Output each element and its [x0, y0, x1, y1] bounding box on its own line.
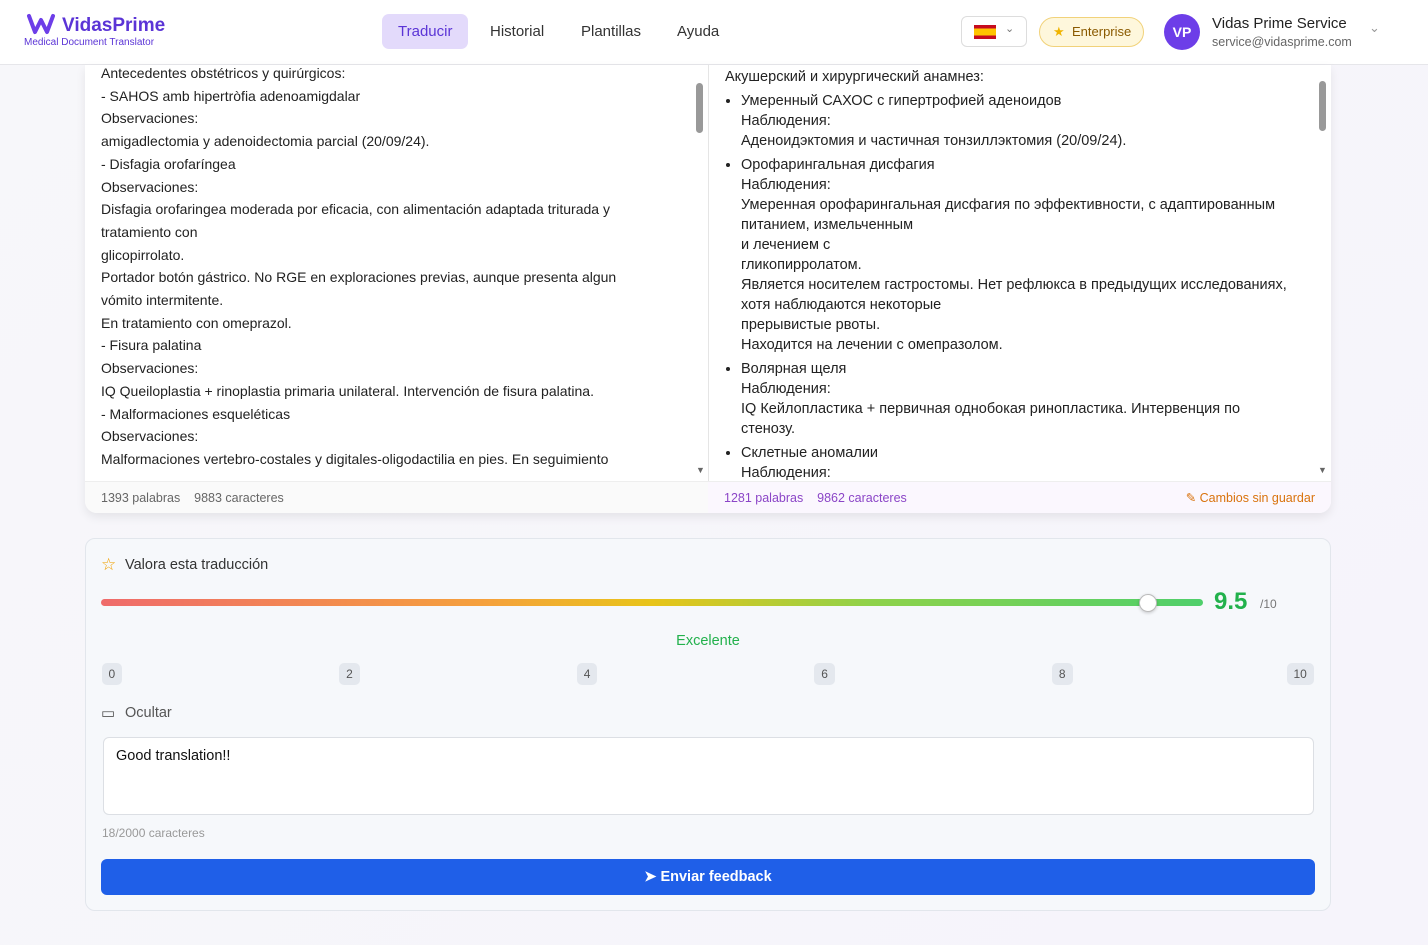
nav-link[interactable]: Historial — [490, 23, 545, 40]
brand: VidasPrime — [62, 15, 166, 36]
item-line: Наблюдения: — [741, 381, 831, 397]
scrollbar[interactable] — [696, 83, 703, 133]
item-line: Находится на лечении с омепразолом. — [741, 337, 1003, 353]
source-line: - Malformaciones esqueléticas — [101, 405, 291, 422]
scroll-arrow: ▼ — [696, 465, 705, 475]
target-item: Склетные аномалии Наблюдения: — [741, 443, 1295, 483]
item-line: Наблюдения: — [741, 177, 831, 193]
chevron: ⌄ — [1005, 23, 1015, 35]
editor-panel: Antecedentes obstétricos y quirúrgicos: -… — [85, 65, 1331, 513]
source-line: Disfagia orofaringea moderada por eficac… — [101, 201, 610, 240]
item-line: Умеренная орофарингальная дисфагия по эф… — [741, 197, 1276, 233]
source-line: Observaciones: — [101, 360, 199, 377]
header: VidasPrime Medical Document Translator T… — [0, 0, 1428, 65]
item-line: Наблюдения: — [741, 113, 831, 129]
scale-tick: 4 — [576, 663, 598, 685]
source-line: amigadlectomia y adenoidectomia parcial … — [101, 133, 430, 150]
rating-card: ☆ Valora esta traducción 9.5 /10 Excelen… — [85, 538, 1331, 911]
star-icon: ☆ — [101, 555, 117, 574]
scale-tick: 8 — [1051, 663, 1073, 685]
target-list: Умеренный САХОС с гипертрофией аденоидов… — [725, 91, 1295, 483]
nav-link[interactable]: Traducir — [382, 14, 469, 49]
source-footer: 1393 palabras 9883 caracteres — [85, 481, 708, 513]
source-line: glicopirrolato. — [101, 246, 185, 263]
item-title: Волярная щеля — [741, 361, 847, 377]
tagline: Medical Document Translator — [24, 37, 155, 48]
word-count: 1281 palabras — [724, 491, 804, 505]
plan: Enterprise — [1072, 24, 1132, 39]
target-item: Волярная щеля Наблюдения: IQ Кейлопластика… — [741, 359, 1295, 439]
plan-badge: ★ Enterprise — [1039, 17, 1144, 47]
source-line: - SAHOS amb hipertròfia adenoamigdalar — [101, 87, 361, 104]
target-item: Орофарингальная дисфагия Наблюдения: Умере… — [741, 155, 1295, 355]
avatar[interactable]: VP — [1164, 14, 1200, 50]
source-line: Antecedentes obstétricos y quirúrgicos: — [101, 65, 346, 81]
user-email: service@vidasprime.com — [1212, 35, 1352, 49]
target-heading: Акушерский и хирургический анамнез: — [725, 69, 984, 85]
user-name: Vidas Prime Service — [1212, 15, 1347, 32]
source-line: Observaciones: — [101, 110, 199, 127]
item-line: прерывистые рвоты. — [741, 317, 881, 333]
nav-link[interactable]: Plantillas — [581, 23, 642, 40]
scale-tick: 10 — [1286, 663, 1314, 685]
logo — [27, 14, 55, 34]
rating-title: Valora esta traducción — [125, 557, 269, 573]
source-line: Observaciones: — [101, 428, 199, 445]
scale-tick: 0 — [101, 663, 123, 685]
scale-tick: 6 — [814, 663, 835, 685]
source-line: - Fisura palatina — [101, 337, 202, 354]
scrollbar[interactable] — [1319, 81, 1326, 131]
score-max: /10 — [1260, 597, 1277, 611]
char-count: 9883 caracteres — [194, 491, 284, 505]
comment-input[interactable]: Good translation!! — [103, 737, 1314, 815]
target-footer: 1281 palabras 9862 caracteres ✎ Cambios s… — [708, 481, 1331, 513]
char-count: 9862 caracteres — [817, 491, 907, 505]
item-line: IQ Кейлопластика + первичная однобокая р… — [741, 401, 1241, 437]
slider-thumb[interactable] — [1138, 594, 1157, 612]
button-label: Enviar feedback — [660, 869, 772, 885]
source-line: Malformaciones vertebro-costales y digit… — [101, 450, 609, 467]
submit-button[interactable]: ➤ Enviar feedback — [101, 859, 1315, 895]
nav-link[interactable]: Ayuda — [677, 23, 720, 40]
toggle-comment[interactable]: Ocultar — [125, 705, 172, 721]
score: 9.5 — [1214, 588, 1248, 615]
item-title: Орофарингальная дисфагия — [741, 157, 935, 173]
status: Cambios sin guardar — [1199, 491, 1315, 505]
item-line: и лечением с — [741, 237, 831, 253]
language-select[interactable]: ⌄ — [961, 16, 1027, 47]
item-line: Аденоидэктомия и частичная тонзиллэктоми… — [741, 133, 1127, 149]
item-title: Умеренный САХОС с гипертрофией аденоидов — [741, 93, 1062, 109]
verdict: Excelente — [676, 633, 740, 649]
item-title: Склетные аномалии — [741, 445, 879, 461]
source-line: - Disfagia orofaríngea — [101, 155, 236, 172]
source-line: Observaciones: — [101, 178, 199, 195]
slider-track[interactable] — [101, 599, 1203, 606]
item-line: Наблюдения: — [741, 465, 831, 481]
scale-tick: 2 — [339, 663, 360, 685]
target-item: Умеренный САХОС с гипертрофией аденоидов… — [741, 91, 1295, 151]
word-count: 1393 palabras — [101, 491, 181, 505]
source-line: Portador botón gástrico. No RGE en explo… — [101, 269, 617, 309]
comment-icon: ▭ — [101, 705, 116, 722]
source-text: Antecedentes obstétricos y quirúrgicos: -… — [101, 65, 621, 471]
item-line: Является носителем гастростомы. Нет рефл… — [741, 277, 1287, 313]
item-line: гликопирролатом. — [741, 257, 862, 273]
flag — [974, 25, 996, 39]
chevron[interactable]: ⌄ — [1369, 20, 1380, 35]
source-line: En tratamiento con omeprazol. — [101, 314, 292, 331]
divider — [708, 65, 709, 513]
char-counter: 18/2000 caracteres — [102, 826, 205, 840]
scroll-arrow: ▼ — [1318, 465, 1327, 475]
translated-text: Акушерский и хирургический анамнез: Умере… — [725, 66, 1295, 487]
source-line: IQ Queiloplastia + rinoplastia primaria … — [101, 382, 594, 399]
